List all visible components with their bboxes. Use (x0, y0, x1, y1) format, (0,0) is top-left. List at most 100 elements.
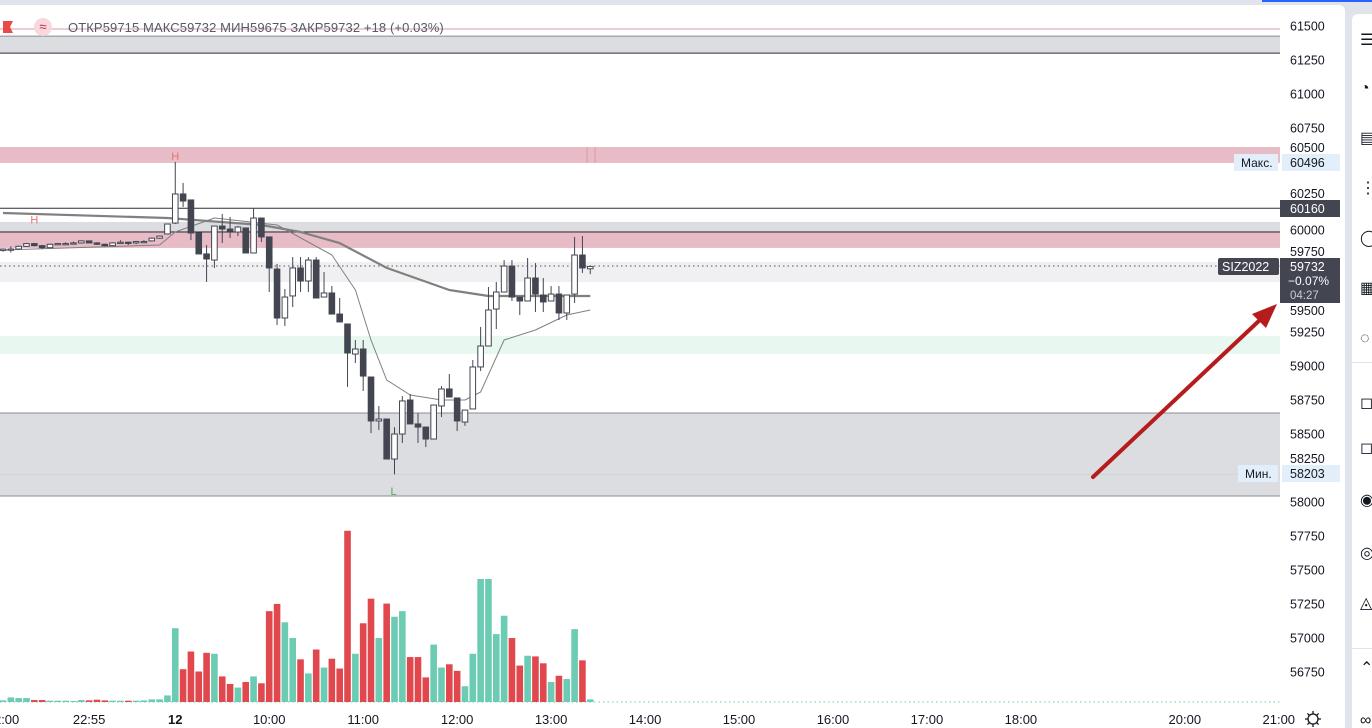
wave-icon[interactable]: ≈ (34, 18, 52, 36)
streams-icon[interactable]: ◻ (1360, 395, 1372, 412)
volume-bar (15, 698, 22, 702)
ideas-icon[interactable]: ◌ (1360, 330, 1370, 347)
notifications-icon[interactable]: ◬ (1360, 595, 1372, 612)
red-flag-icon[interactable] (3, 21, 13, 33)
volume-bar (477, 579, 484, 702)
expand-icon[interactable]: ⌃ (1360, 660, 1372, 677)
high-marker: H (30, 215, 38, 227)
candle-body (383, 418, 390, 460)
candle-body (430, 404, 437, 440)
volume-bar (524, 655, 531, 702)
candle-body (336, 313, 343, 323)
candle (328, 286, 336, 315)
candle (54, 242, 62, 246)
volume-bar (344, 530, 351, 702)
messages-icon[interactable]: ◻ (1360, 440, 1372, 457)
candle (218, 213, 226, 244)
time-tick: 15:00 (723, 712, 756, 727)
candle (31, 242, 38, 247)
news-icon[interactable]: ▤ (1360, 130, 1372, 147)
candle-body (31, 243, 38, 247)
candle (469, 360, 477, 410)
candle-body (375, 418, 383, 422)
candle (516, 296, 524, 315)
data-window-icon[interactable]: ⋮ (1360, 180, 1372, 197)
candle-body (164, 223, 171, 235)
candle-body (571, 254, 578, 295)
time-tick: 17:00 (911, 712, 944, 727)
candle-body (265, 236, 273, 269)
candle-body (344, 323, 351, 354)
more-icon[interactable]: ∞ (1360, 712, 1372, 728)
candle-body (485, 309, 492, 347)
chat-icon[interactable]: ◯ (1360, 230, 1372, 247)
calendar-icon[interactable]: ▦ (1360, 280, 1372, 297)
candle (422, 426, 430, 448)
candle (132, 240, 140, 245)
candle (164, 223, 171, 235)
volume-bar (352, 653, 359, 702)
candle (289, 257, 297, 307)
annotation-arrow[interactable] (1091, 304, 1277, 479)
candle-body (234, 226, 242, 233)
price-zone (0, 413, 1280, 497)
volume-bar (85, 700, 93, 702)
candle (148, 237, 156, 242)
candle (265, 236, 273, 293)
bar-countdown: 04:27 (1290, 290, 1319, 302)
watchlist-icon[interactable]: ☰ (1360, 32, 1372, 49)
chart-panel[interactable]: H H L 61500 61250 61000 60750 60500 60250 60000 5… (0, 5, 1345, 728)
volume-bar (399, 611, 406, 702)
candle-body (399, 400, 406, 435)
time-scale: 22:00 22:55 12 10:00 11:00 12:00 13:00 14:00 15:… (0, 712, 1295, 727)
volume-bar (218, 676, 226, 702)
candle (273, 264, 281, 326)
candle-body (469, 366, 477, 410)
volume-bar (78, 700, 85, 702)
gear-icon[interactable] (1305, 711, 1321, 727)
price-tick: 57000 (1290, 632, 1325, 646)
candle-body (547, 293, 555, 302)
moving-averages (2, 211, 591, 401)
broadcast-icon[interactable]: ◎ (1360, 545, 1372, 562)
candle-body (422, 426, 430, 440)
volume-bar (140, 700, 148, 702)
signals-icon[interactable]: ◉ (1360, 492, 1372, 509)
time-tick: 13:00 (535, 712, 568, 727)
candle (7, 246, 15, 253)
candle (555, 286, 563, 321)
volume-bar (500, 615, 508, 702)
candle-body (132, 241, 140, 244)
candle-body (195, 232, 203, 255)
volume-bar (485, 579, 492, 702)
candle (93, 242, 101, 245)
volume-bar (586, 699, 594, 702)
price-chart[interactable]: H H L 61500 61250 61000 60750 60500 60250 60000 5… (0, 5, 1345, 727)
candle (179, 182, 187, 208)
alerts-clock-icon[interactable]: ◔ (1360, 80, 1370, 97)
price-zone (0, 221, 1280, 233)
candle-body (109, 242, 116, 247)
price-change: −0.07% (1288, 274, 1329, 288)
volume-bar (508, 638, 516, 702)
candle (446, 374, 453, 398)
volume-bar (289, 638, 297, 702)
volume-bar (555, 675, 563, 702)
candle (344, 323, 351, 387)
volume-bar (242, 681, 250, 702)
price-tick: 59250 (1290, 326, 1325, 340)
candle (579, 235, 586, 273)
candle-body (508, 265, 516, 298)
volume-bar (258, 683, 265, 702)
volume-bar (38, 700, 46, 702)
candle (461, 409, 469, 426)
candle-body (258, 217, 265, 238)
candle (383, 418, 390, 460)
volume-bar (438, 667, 445, 702)
time-tick: 21:00 (1263, 712, 1296, 727)
candle-body (312, 259, 320, 299)
volume-bar (203, 652, 210, 702)
price-tick: 59500 (1290, 304, 1325, 318)
volume-bar (571, 629, 578, 702)
price-tick: 61000 (1290, 88, 1325, 102)
